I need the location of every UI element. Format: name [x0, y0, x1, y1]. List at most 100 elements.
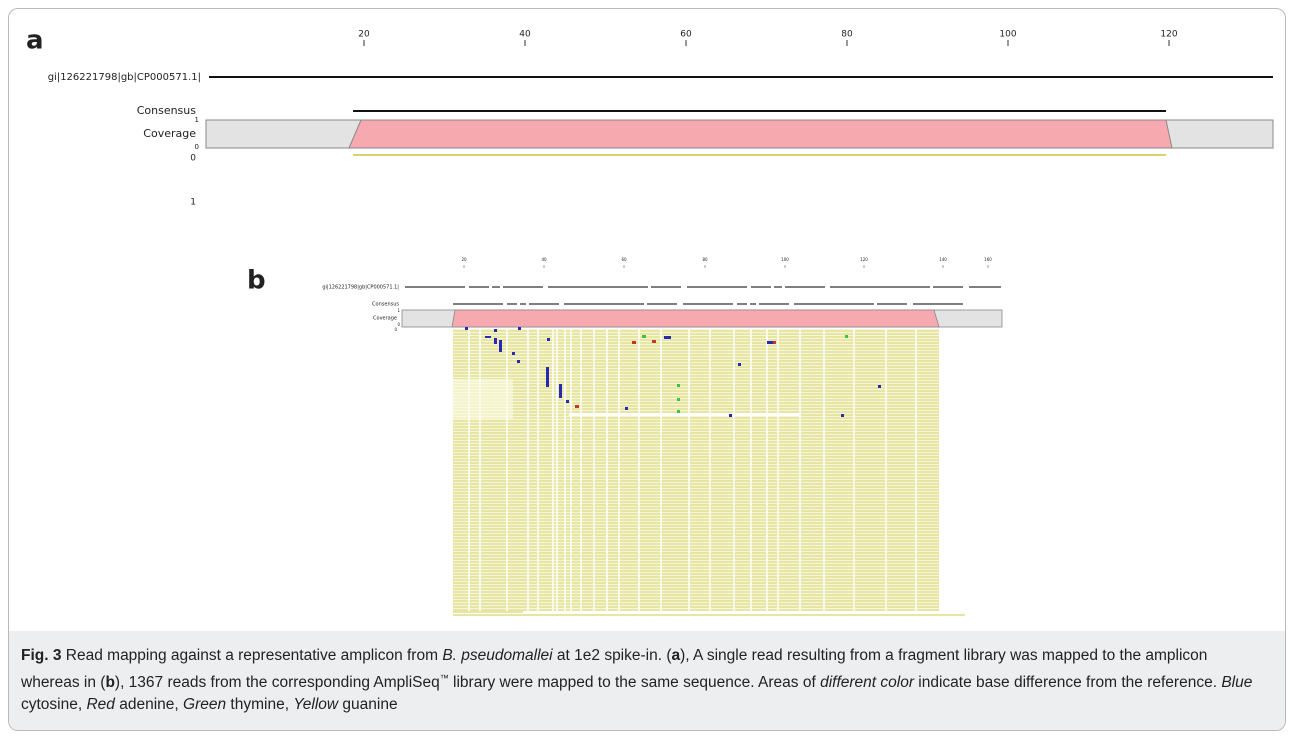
thymine — [677, 384, 680, 387]
read-gap — [537, 329, 539, 611]
read-gap — [479, 329, 481, 611]
cytosine — [664, 336, 671, 339]
read-gap — [709, 329, 711, 611]
coverage-min: 0 — [397, 322, 400, 327]
ruler-label: 160 — [984, 257, 992, 262]
cytosine — [546, 367, 549, 387]
cytosine — [547, 338, 550, 341]
read-gap — [506, 329, 508, 611]
read-gap — [853, 329, 855, 611]
ruler-label: 60 — [621, 257, 627, 262]
cytosine — [559, 384, 562, 398]
read-gap — [750, 329, 752, 611]
read-gap — [777, 329, 779, 611]
read-gap — [660, 329, 662, 611]
consensus-label: Consensus — [372, 302, 399, 308]
cytosine — [566, 400, 569, 403]
cytosine — [494, 329, 497, 332]
coverage-min: 0 — [195, 143, 199, 151]
caption-text: Yellow — [293, 696, 338, 713]
read-gap — [580, 329, 582, 611]
coverage-label: Coverage — [373, 316, 397, 322]
ruler-label: 80 — [841, 30, 853, 40]
read-gap — [885, 329, 887, 611]
cytosine — [518, 327, 521, 330]
row-label: 0 — [394, 327, 397, 332]
ruler-label: 100 — [999, 30, 1016, 40]
thymine — [677, 398, 680, 401]
adenine — [652, 340, 656, 343]
ruler-label: 20 — [358, 30, 370, 40]
read — [453, 611, 523, 613]
row-label: 0 — [190, 154, 196, 164]
caption-text: ), 1367 reads from the corresponding Amp… — [115, 674, 440, 691]
coverage-area — [452, 310, 939, 327]
caption-text: Read mapping against a representative am… — [61, 647, 442, 664]
caption: Fig. 3 Read mapping against a representa… — [9, 631, 1285, 730]
caption-text: Blue — [1221, 674, 1252, 691]
thymine — [642, 335, 646, 338]
read-gap — [638, 329, 640, 611]
thymine — [677, 410, 680, 413]
reference-label: gi|126221798|gb|CP000571.1| — [322, 285, 399, 291]
cytosine — [841, 414, 844, 417]
cytosine — [625, 407, 628, 410]
ruler-label: 120 — [1160, 30, 1177, 40]
read-gap — [688, 329, 690, 611]
adenine — [575, 405, 579, 408]
caption-text: cytosine, — [21, 696, 86, 713]
caption-label: Fig. 3 — [21, 647, 61, 664]
ruler-label: 40 — [519, 30, 531, 40]
read-gap — [556, 329, 558, 611]
cytosine — [878, 385, 881, 388]
read-gap — [593, 329, 595, 611]
coverage-max: 1 — [195, 116, 199, 124]
cytosine — [485, 336, 491, 338]
ruler-label: 20 — [461, 257, 467, 262]
ruler-label: 80 — [702, 257, 708, 262]
read-gap — [915, 329, 917, 611]
panel-label: a — [26, 26, 44, 56]
cytosine — [729, 414, 732, 417]
cytosine — [512, 352, 515, 355]
coverage-area — [349, 120, 1172, 148]
caption-text: Red — [86, 696, 114, 713]
read-gap — [766, 329, 768, 611]
caption-text: Green — [183, 696, 226, 713]
cytosine — [738, 363, 741, 366]
cytosine — [499, 340, 502, 352]
read-gap — [570, 329, 572, 611]
reference-label: gi|126221798|gb|CP000571.1| — [48, 72, 201, 83]
caption-text: different color — [820, 674, 914, 691]
ruler-label: 40 — [541, 257, 547, 262]
caption-text: at 1e2 spike-in. ( — [553, 647, 672, 664]
caption-text: ™ — [440, 673, 449, 683]
caption-text: thymine, — [226, 696, 293, 713]
coverage-label: Coverage — [143, 127, 196, 140]
caption-text: indicate base difference from the refere… — [914, 674, 1221, 691]
read-gap — [569, 413, 799, 416]
adenine — [773, 341, 776, 344]
row-label: 1 — [190, 198, 196, 208]
panel-label: b — [247, 266, 266, 296]
thymine — [845, 335, 848, 338]
read-gap — [618, 329, 620, 611]
ruler: 20 40 60 80 100 120 140 160 — [461, 257, 992, 268]
ruler-label: 120 — [860, 257, 868, 262]
read-gap — [606, 329, 608, 611]
cytosine — [494, 338, 497, 344]
page: {"panel_a": {"label": "a", "ruler": ["20… — [0, 0, 1293, 739]
read-gap — [564, 329, 566, 611]
caption-text: b — [105, 674, 114, 691]
ruler-label: 60 — [680, 30, 692, 40]
ruler-label: 140 — [939, 257, 947, 262]
ruler-label: 100 — [781, 257, 789, 262]
caption-text: B. pseudomallei — [442, 647, 552, 664]
caption-text: library were mapped to the same sequence… — [449, 674, 820, 691]
read-gap — [799, 329, 801, 611]
caption-text: guanine — [338, 696, 397, 713]
read-gap — [453, 379, 513, 419]
read-gap — [823, 329, 825, 611]
adenine — [632, 341, 636, 344]
